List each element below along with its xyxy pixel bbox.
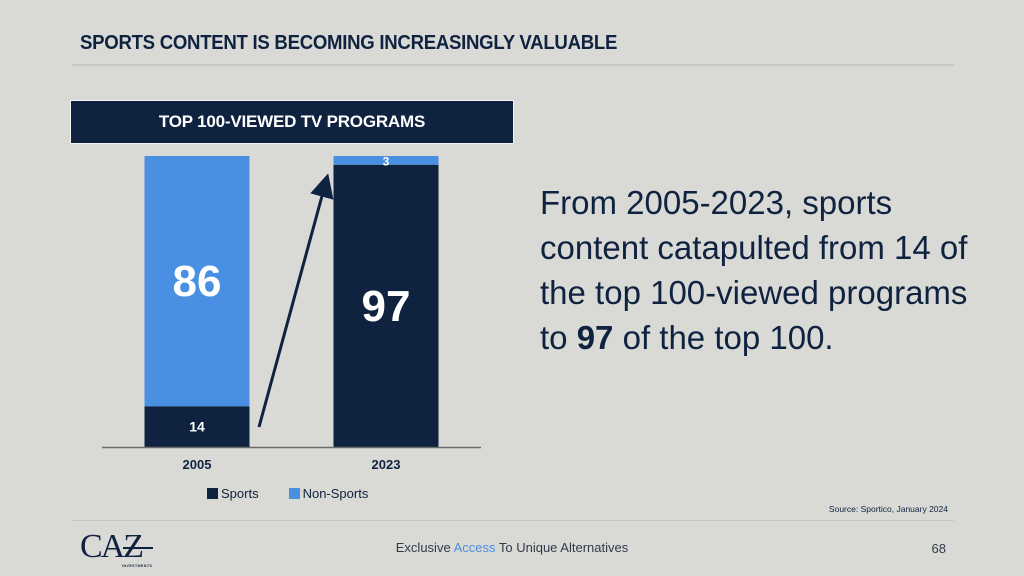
data-label-non-sports-2023: 3 (383, 154, 390, 168)
logo-subtitle: INVESTMENTS (122, 564, 153, 568)
legend-swatch-sports (207, 488, 218, 499)
legend-swatch-non-sports (288, 488, 300, 499)
slide-title: SPORTS CONTENT IS BECOMING INCREASINGLY … (80, 32, 618, 54)
legend-item-sports: Sports (207, 486, 259, 501)
chart-title-banner: TOP 100-VIEWED TV PROGRAMS (70, 100, 514, 144)
legend-item-non-sports: Non-Sports (288, 486, 369, 501)
data-label-non-sports-2005: 86 (173, 257, 222, 306)
logo-wordmark: CAZ (80, 528, 144, 565)
narrative-part-1: From 2005-2023, sports content catapulte… (540, 184, 968, 356)
chart-title: TOP 100-VIEWED TV PROGRAMS (158, 112, 426, 131)
page-number: 68 (931, 541, 946, 556)
x-tick-label-2005: 2005 (183, 457, 212, 472)
footer-tagline: Exclusive Access To Unique Alternatives (0, 540, 1024, 555)
data-label-sports-2005: 14 (189, 419, 205, 435)
bar-non-sports-2023 (333, 156, 439, 165)
chart-legend: Sports Non-Sports (207, 486, 368, 501)
bar-sports-2023 (333, 164, 439, 448)
tagline-after: To Unique Alternatives (495, 540, 629, 555)
trend-arrow-icon (257, 173, 334, 428)
footer-divider (72, 520, 954, 521)
tagline-before: Exclusive (395, 540, 454, 555)
bar-non-sports-2005 (144, 156, 250, 407)
narrative-part-2: of the top 100. (613, 319, 834, 356)
legend-label-sports: Sports (221, 486, 259, 501)
narrative-highlight: 97 (576, 319, 614, 356)
bar-sports-2005 (144, 406, 250, 447)
caz-logo: CAZ INVESTMENTS (80, 530, 160, 574)
narrative-text: From 2005-2023, sports content catapulte… (540, 180, 970, 360)
header-divider (72, 64, 954, 66)
data-label-sports-2023: 97 (362, 282, 411, 331)
source-note: Source: Sportico, January 2024 (828, 504, 948, 514)
x-tick-label-2023: 2023 (372, 457, 401, 472)
legend-label-non-sports: Non-Sports (302, 486, 369, 501)
logo-strike (123, 547, 153, 549)
tagline-accent: Access (453, 540, 496, 555)
